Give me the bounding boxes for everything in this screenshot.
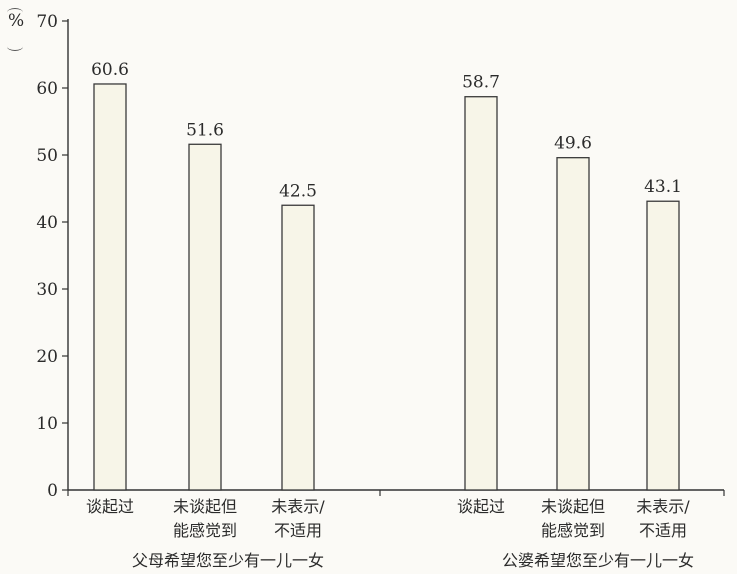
y-tick-label: 70 xyxy=(36,12,58,32)
category-label: 未表示/ xyxy=(271,497,325,516)
y-tick-label: 20 xyxy=(36,347,58,367)
bar-value-label: 60.6 xyxy=(91,60,129,80)
group-label: 公婆希望您至少有一儿一女 xyxy=(502,551,694,570)
bar xyxy=(281,204,315,491)
category-label: 能感觉到 xyxy=(541,521,605,540)
category-label: 谈起过 xyxy=(457,497,505,516)
bar-value-label: 49.6 xyxy=(554,134,592,154)
category-label: 谈起过 xyxy=(86,497,134,516)
bar-value-label: 43.1 xyxy=(644,177,682,197)
bar-value-label: 58.7 xyxy=(462,73,500,93)
category-label: 未表示/ xyxy=(636,497,690,516)
y-axis-unit-label: % xyxy=(8,11,25,31)
category-label: 能感觉到 xyxy=(173,521,237,540)
y-tick-label: 30 xyxy=(36,280,58,300)
bar xyxy=(93,83,127,491)
category-label: 不适用 xyxy=(639,521,687,540)
bar xyxy=(556,157,590,491)
category-label: 未谈起但 xyxy=(173,497,237,516)
y-tick-label: 0 xyxy=(47,481,58,501)
category-label: 未谈起但 xyxy=(541,497,605,516)
bar xyxy=(646,200,680,491)
bar-value-label: 51.6 xyxy=(186,120,224,140)
y-tick-label: 40 xyxy=(36,213,58,233)
y-tick-label: 10 xyxy=(36,414,58,434)
category-label: 不适用 xyxy=(274,521,322,540)
bar xyxy=(464,96,498,491)
bar-value-label: 42.5 xyxy=(279,181,317,201)
group-label: 父母希望您至少有一儿一女 xyxy=(132,551,324,570)
unit-bracket-top xyxy=(7,8,23,17)
y-tick-label: 50 xyxy=(36,146,58,166)
y-tick-label: 60 xyxy=(36,79,58,99)
bar xyxy=(188,143,222,491)
unit-bracket-bottom xyxy=(7,42,23,51)
